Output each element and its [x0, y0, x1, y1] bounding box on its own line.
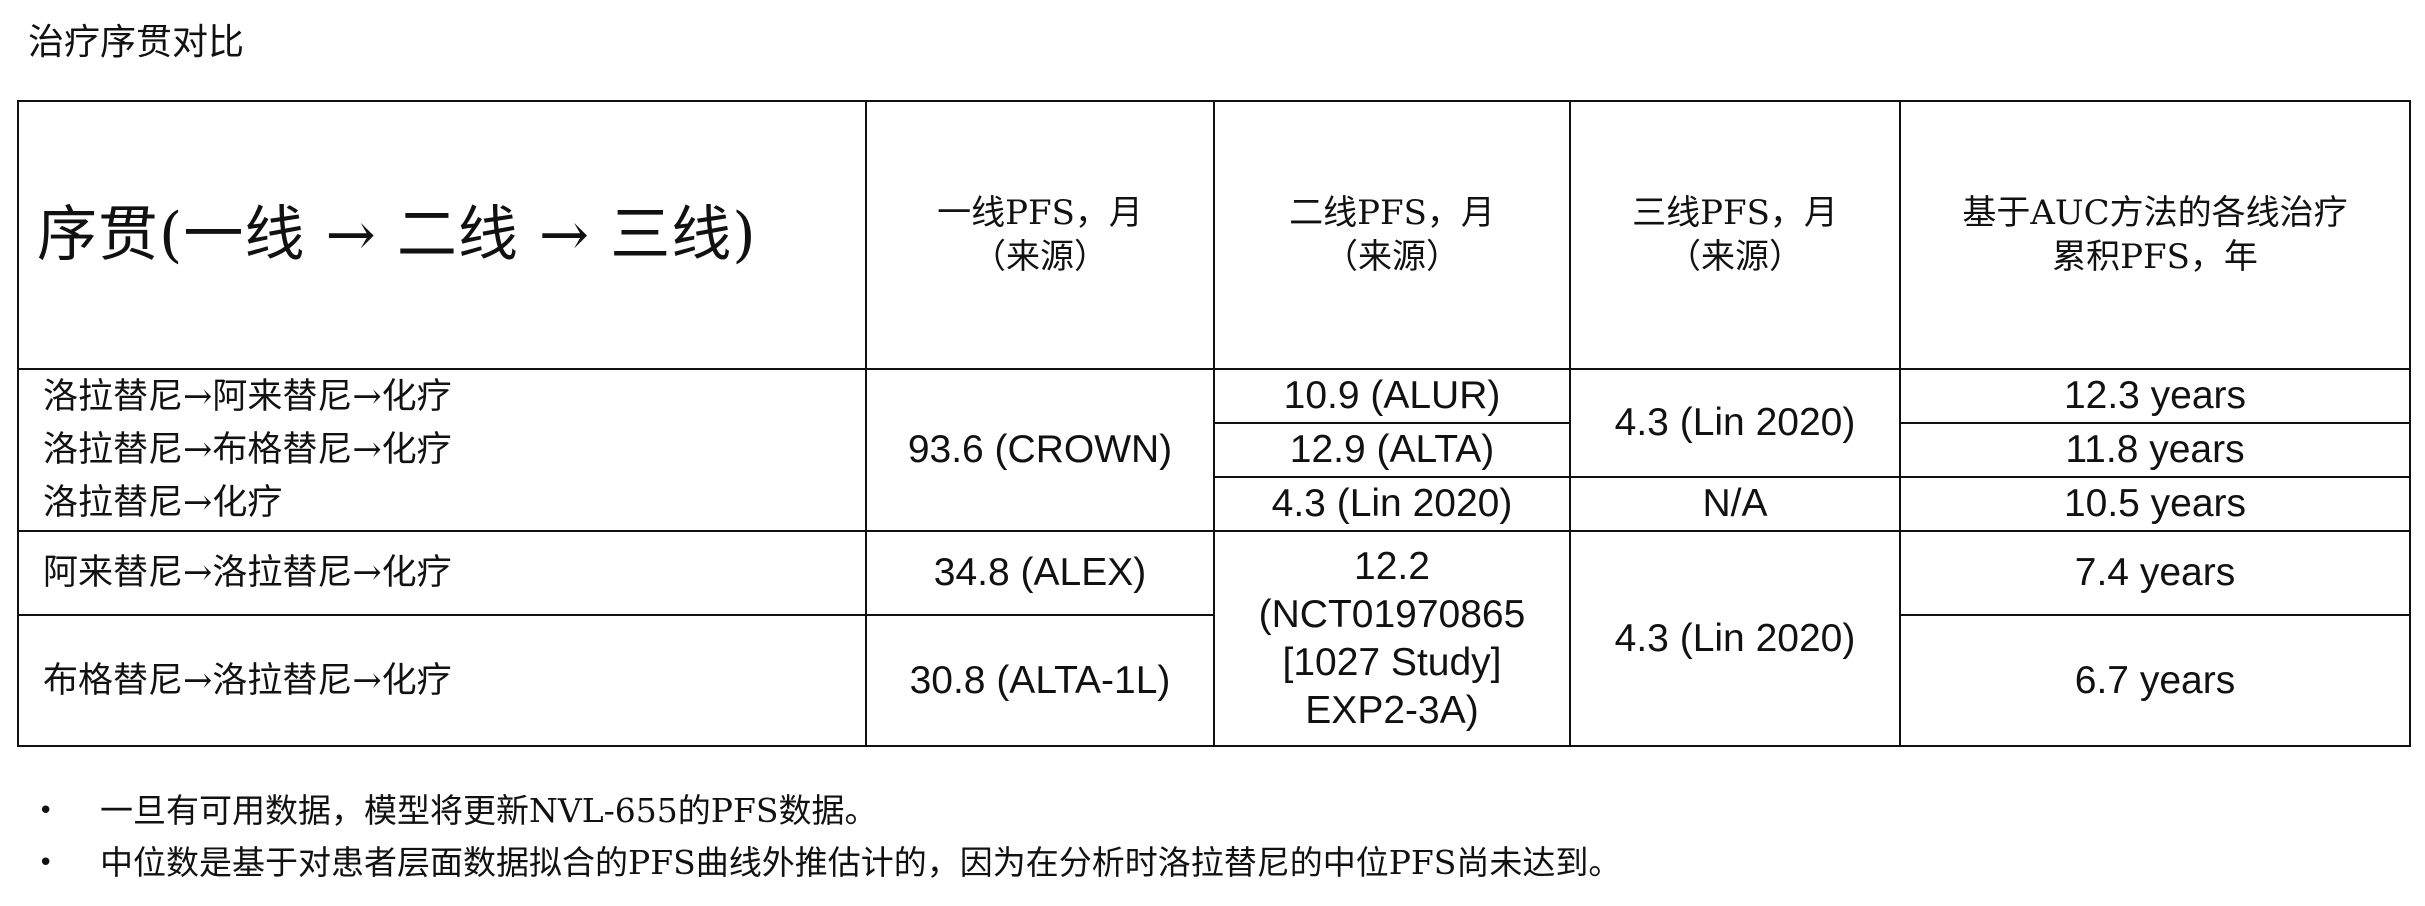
- first-line-pfs-cell: 34.8 (ALEX): [865, 530, 1215, 616]
- header-first-line-label: 一线PFS，月: [937, 193, 1143, 233]
- cumulative-pfs-cell: 11.8 years: [1899, 422, 2411, 478]
- header-third-line-source: （来源）: [1667, 237, 1803, 277]
- second-line-pfs-cell: 4.3 (Lin 2020): [1213, 476, 1571, 532]
- table-row: 阿来替尼→洛拉替尼→化疗 34.8 (ALEX) 12.2 (NCT019708…: [17, 530, 2411, 747]
- table-row: 布格替尼→洛拉替尼→化疗 30.8 (ALTA-1L) 6.7 years: [17, 614, 2411, 747]
- second-line-pfs-cell: 12.9 (ALTA): [1213, 422, 1571, 478]
- header-second-line-label: 二线PFS，月: [1289, 193, 1495, 233]
- footnote-text: 中位数是基于对患者层面数据拟合的PFS曲线外推估计的，因为在分析时洛拉替尼的中位…: [100, 843, 1622, 882]
- first-line-pfs-lorlatinib: 93.6 (CROWN): [865, 368, 1215, 532]
- second-line-pfs-merged: 12.2 (NCT01970865 [1027 Study] EXP2-3A): [1213, 530, 1571, 747]
- header-second-line-source: （来源）: [1324, 237, 1460, 277]
- header-cumulative-line2: 累积PFS，年: [2052, 237, 2258, 277]
- sequence-label: 洛拉替尼→化疗: [43, 483, 283, 524]
- sequence-label: 洛拉替尼→阿来替尼→化疗: [43, 376, 452, 417]
- cumulative-pfs-cell: 6.7 years: [1899, 614, 2411, 747]
- sequence-comparison-table: 序贯(一线 → 二线 → 三线) 一线PFS，月 （来源） 二线PFS，月 （来…: [17, 100, 2411, 747]
- footnote-text: 一旦有可用数据，模型将更新NVL-655的PFS数据。: [100, 791, 878, 830]
- table-row: 4.3 (Lin 2020) N/A 10.5 years: [18, 476, 2411, 532]
- table-row: 洛拉替尼→阿来替尼→化疗 洛拉替尼→布格替尼→化疗 洛拉替尼→化疗 93.6 (…: [17, 368, 2411, 532]
- header-cumulative-pfs: 基于AUC方法的各线治疗 累积PFS，年: [1899, 100, 2411, 370]
- third-line-pfs-cell: N/A: [1569, 476, 1901, 532]
- third-line-pfs-cell: 4.3 (Lin 2020): [1569, 368, 1901, 478]
- cumulative-pfs-cell: 7.4 years: [1899, 530, 2411, 616]
- bullet-icon: •: [38, 848, 54, 878]
- page-title: 治疗序贯对比: [28, 22, 245, 63]
- third-line-pfs-merged: 4.3 (Lin 2020): [1569, 530, 1901, 747]
- header-sequence: 序贯(一线 → 二线 → 三线): [17, 100, 867, 370]
- header-first-line-pfs: 一线PFS，月 （来源）: [865, 100, 1215, 370]
- table-row: 12.9 (ALTA) 11.8 years: [18, 422, 2411, 478]
- cumulative-pfs-cell: 12.3 years: [1899, 368, 2411, 424]
- header-first-line-source: （来源）: [972, 237, 1108, 277]
- footnotes: • 一旦有可用数据，模型将更新NVL-655的PFS数据。 • 中位数是基于对患者层…: [38, 785, 1621, 889]
- header-cumulative-line1: 基于AUC方法的各线治疗: [1962, 193, 2348, 233]
- sequence-label: 阿来替尼→洛拉替尼→化疗: [17, 530, 867, 616]
- first-line-pfs-cell: 30.8 (ALTA-1L): [865, 614, 1215, 747]
- footnote-item: • 一旦有可用数据，模型将更新NVL-655的PFS数据。: [38, 785, 1621, 837]
- second-line-pfs-cell: 10.9 (ALUR): [1213, 368, 1571, 424]
- sequence-label: 洛拉替尼→布格替尼→化疗: [43, 429, 452, 470]
- header-third-line-label: 三线PFS，月: [1632, 193, 1838, 233]
- lorlatinib-sequence-group: 洛拉替尼→阿来替尼→化疗 洛拉替尼→布格替尼→化疗 洛拉替尼→化疗: [17, 368, 867, 532]
- table-header-row: 序贯(一线 → 二线 → 三线) 一线PFS，月 （来源） 二线PFS，月 （来…: [17, 100, 2411, 370]
- sequence-label: 布格替尼→洛拉替尼→化疗: [17, 614, 867, 747]
- bullet-icon: •: [38, 796, 54, 826]
- cumulative-pfs-cell: 10.5 years: [1899, 476, 2411, 532]
- footnote-item: • 中位数是基于对患者层面数据拟合的PFS曲线外推估计的，因为在分析时洛拉替尼的中…: [38, 837, 1621, 889]
- header-third-line-pfs: 三线PFS，月 （来源）: [1569, 100, 1901, 370]
- header-second-line-pfs: 二线PFS，月 （来源）: [1213, 100, 1571, 370]
